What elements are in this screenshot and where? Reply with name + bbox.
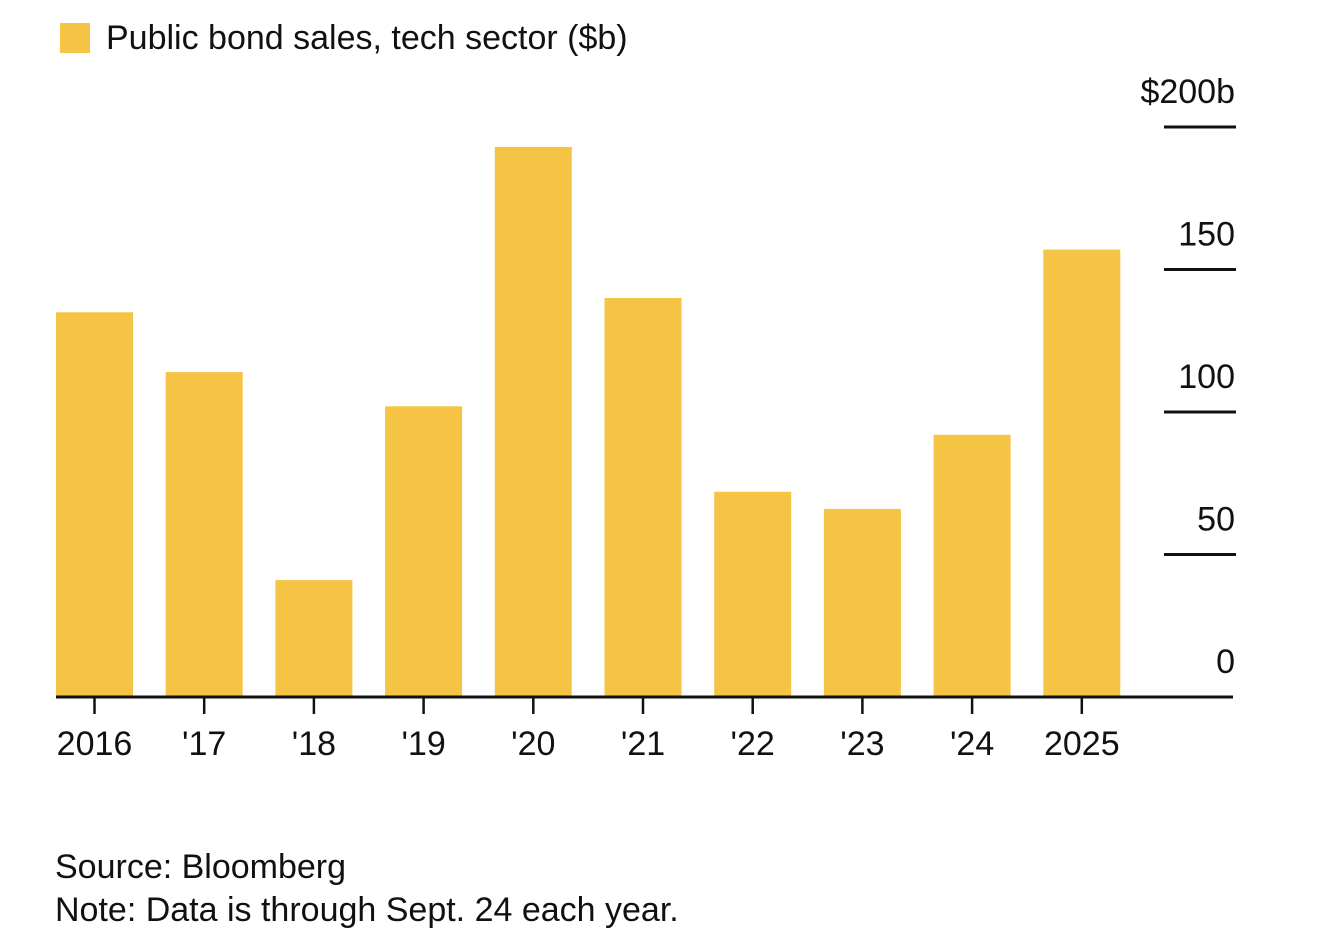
- bar-3: [385, 406, 463, 697]
- bar-4: [494, 146, 572, 697]
- x-tick-label-1: '17: [182, 725, 226, 763]
- bar-2: [275, 580, 353, 697]
- legend-swatch: [60, 23, 90, 53]
- x-tick-label-0: 2016: [57, 725, 133, 763]
- y-tick-label-4: $200b: [1140, 73, 1235, 111]
- x-tick-label-9: 2025: [1044, 725, 1120, 763]
- bar-0: [56, 312, 133, 698]
- y-tick-label-3: 150: [1178, 216, 1235, 254]
- x-tick-label-7: '23: [840, 725, 884, 763]
- x-tick-label-6: '22: [731, 725, 775, 763]
- y-tick-label-1: 50: [1197, 501, 1235, 539]
- bar-chart: 0 50 100 150 $200b 2016 '17 '18 '19 '20 '21 '22 '23 '…: [56, 73, 1236, 763]
- y-tick-label-2: 100: [1178, 358, 1235, 396]
- y-tick-label-0: 0: [1216, 643, 1235, 681]
- chart-footer: Source: Bloomberg Note: Data is through …: [55, 846, 679, 932]
- x-tick-label-3: '19: [401, 725, 445, 763]
- x-tick-label-2: '18: [292, 725, 336, 763]
- bar-5: [604, 298, 682, 697]
- bar-9: [1043, 249, 1121, 697]
- source-note: Source: Bloomberg: [55, 848, 347, 886]
- bar-8: [933, 434, 1011, 697]
- x-tick-label-5: '21: [621, 725, 665, 763]
- data-note: Note: Data is through Sept. 24 each year…: [55, 891, 679, 929]
- legend-label: Public bond sales, tech sector ($b): [106, 19, 628, 57]
- bar-1: [165, 372, 243, 697]
- x-tick-label-4: '20: [511, 725, 555, 763]
- bar-7: [823, 508, 901, 697]
- chart-legend: Public bond sales, tech sector ($b): [60, 18, 628, 58]
- bar-6: [714, 491, 792, 697]
- x-tick-label-8: '24: [950, 725, 994, 763]
